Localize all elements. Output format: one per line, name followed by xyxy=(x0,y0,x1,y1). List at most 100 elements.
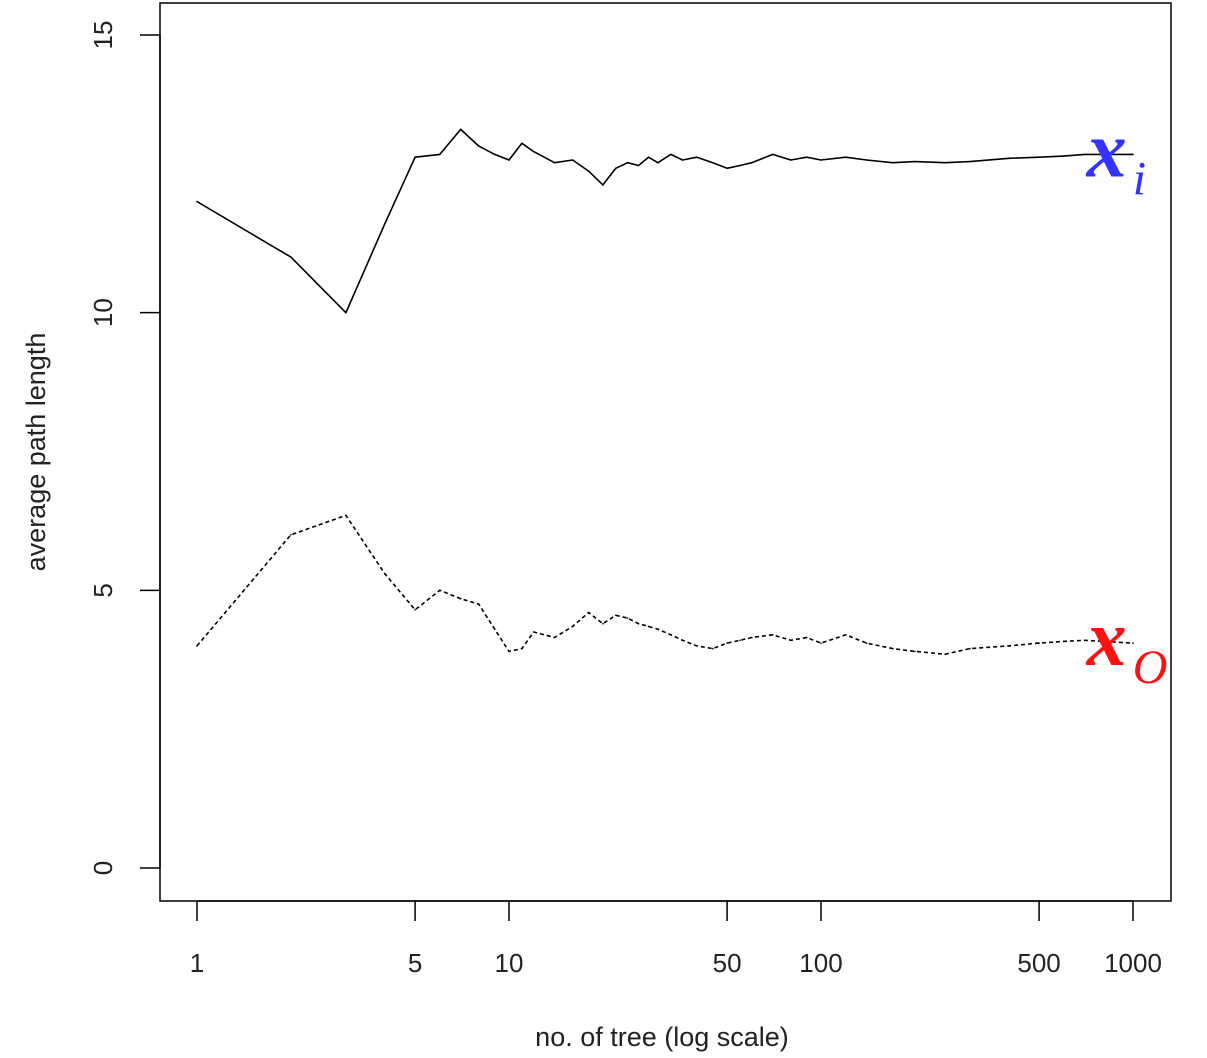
series-2-point xyxy=(384,572,386,575)
x-tick-label: 50 xyxy=(713,948,742,978)
series-2-point xyxy=(508,650,510,653)
series-2-point xyxy=(521,647,523,650)
x-tick-label: 500 xyxy=(1017,948,1060,978)
series-2-point xyxy=(712,647,714,650)
series-2-point xyxy=(681,639,684,642)
series-1-point xyxy=(892,161,894,164)
series-1-point xyxy=(384,223,386,225)
annotation-1-subscript: i xyxy=(1133,152,1146,205)
series-layer xyxy=(196,128,1134,656)
x-tick-label: 10 xyxy=(495,948,524,978)
series-1-point xyxy=(790,159,792,161)
series-1-point xyxy=(637,164,640,167)
series-2-point xyxy=(820,642,822,644)
series-2-point xyxy=(914,650,916,653)
series-1-point xyxy=(865,159,868,161)
series-1-point xyxy=(771,153,774,156)
series-1-point xyxy=(657,161,659,164)
series-1-point xyxy=(1038,156,1040,158)
series-2-point xyxy=(647,625,650,628)
series-1-point xyxy=(1008,157,1010,160)
series-1-point xyxy=(670,153,672,156)
series-1-point xyxy=(1063,155,1065,157)
series-1-point xyxy=(1083,153,1086,156)
series-2-point xyxy=(751,636,753,639)
series-1-point xyxy=(290,256,292,258)
x-axis-title: no. of tree (log scale) xyxy=(535,1022,789,1052)
series-1-point xyxy=(914,160,916,163)
series-1-point xyxy=(553,161,556,164)
series-2-point xyxy=(587,611,590,614)
annotation-layer: x ix O xyxy=(1086,106,1168,694)
y-tick-label: 5 xyxy=(88,583,118,597)
series-2-point xyxy=(571,625,574,628)
plot-frame xyxy=(159,2,1172,902)
series-2-point xyxy=(696,645,698,647)
annotation-2-symbol: x xyxy=(1086,595,1127,683)
x-tick-label: 100 xyxy=(799,948,842,978)
solid-series-line xyxy=(196,128,1133,314)
series-1-point xyxy=(478,145,480,147)
series-2-point xyxy=(865,642,868,644)
series-1-point xyxy=(602,184,604,186)
series-2-point xyxy=(196,645,198,647)
series-2-point xyxy=(944,653,946,655)
series-1-point xyxy=(969,160,971,163)
x-tick-label: 5 xyxy=(408,948,422,978)
series-1-point xyxy=(805,156,808,158)
series-1-point xyxy=(712,161,714,164)
series-2-point xyxy=(532,631,535,633)
series-2-point xyxy=(805,636,808,639)
series-1-point xyxy=(944,161,946,164)
series-2-point xyxy=(771,634,774,636)
series-2-point xyxy=(726,642,728,644)
x-tick-label: 1 xyxy=(190,948,204,978)
series-1-point xyxy=(571,159,574,161)
series-1-point xyxy=(345,311,347,314)
series-2-point xyxy=(626,617,629,619)
series-2-point xyxy=(1063,640,1065,643)
y-tick-label: 0 xyxy=(88,861,118,875)
dashed-series-line xyxy=(196,514,1134,656)
series-2-point xyxy=(1102,640,1104,643)
series-1-point xyxy=(508,159,510,161)
series-2-point xyxy=(892,647,894,650)
series-2-point xyxy=(493,628,496,630)
y-axis: 0 5 10 15 xyxy=(88,21,161,875)
series-1-point xyxy=(459,128,462,131)
series-1-point xyxy=(726,167,728,170)
x-tick-label: 1000 xyxy=(1104,948,1162,978)
series-2-point xyxy=(1083,639,1086,642)
series-1-point xyxy=(626,161,629,164)
series-2-point xyxy=(615,614,617,617)
series-2-point xyxy=(1008,645,1010,647)
series-1-point xyxy=(844,156,847,158)
annotation-1-symbol: x xyxy=(1086,106,1127,194)
y-tick-label: 15 xyxy=(88,21,118,50)
series-2-point xyxy=(637,622,640,625)
series-2-point xyxy=(602,622,604,625)
series-2-point xyxy=(1132,642,1134,644)
y-tick-label: 10 xyxy=(88,298,118,327)
series-2-point xyxy=(290,534,292,536)
y-axis-title: average path length xyxy=(21,333,51,572)
series-1-point xyxy=(1102,153,1104,156)
series-1-point xyxy=(439,153,441,156)
series-2-point xyxy=(414,609,416,611)
series-1-point xyxy=(196,200,198,203)
series-1-point xyxy=(615,167,617,170)
series-1-point xyxy=(414,156,416,158)
series-2-point xyxy=(459,597,462,600)
series-1-point xyxy=(820,159,822,161)
series-2-point xyxy=(345,514,347,517)
series-1-point xyxy=(696,156,698,158)
series-1-point xyxy=(739,164,741,167)
series-1-point xyxy=(587,170,590,172)
series-1-point xyxy=(521,142,523,145)
series-1-point xyxy=(532,150,535,153)
series-1-point xyxy=(681,159,684,161)
series-2-point xyxy=(657,628,659,630)
annotation-2-subscript: O xyxy=(1133,641,1168,694)
series-1-point xyxy=(1132,153,1134,156)
